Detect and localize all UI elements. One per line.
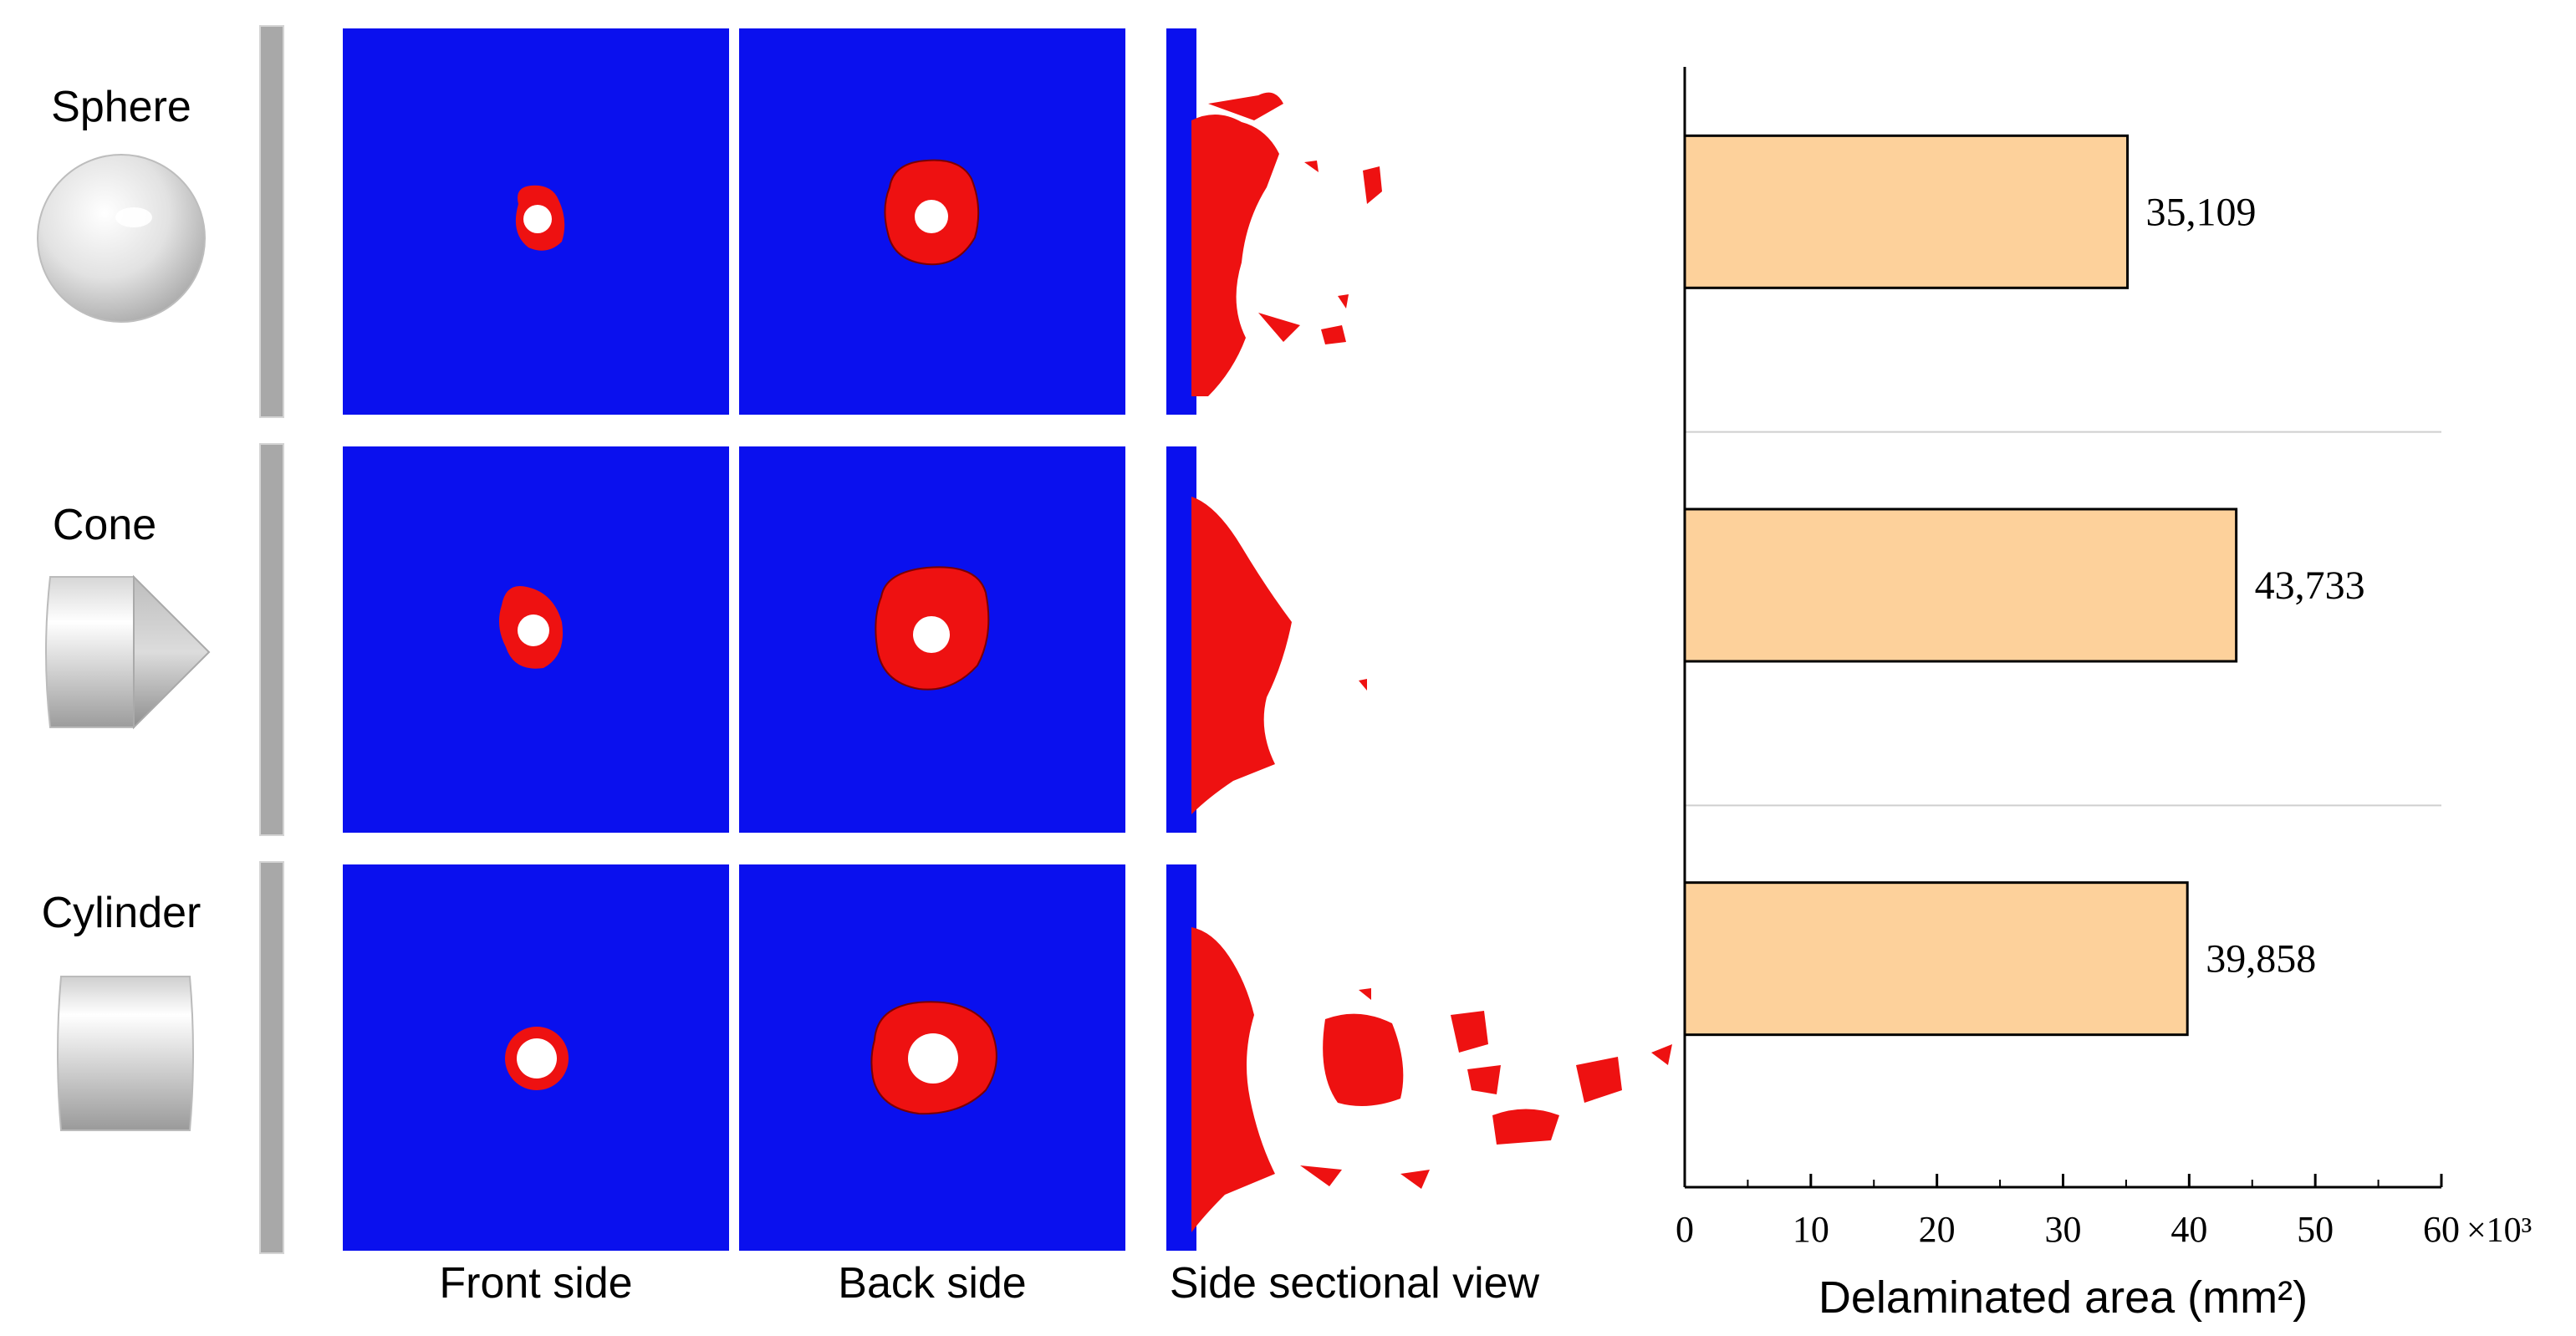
back-panel-cone bbox=[739, 446, 1125, 833]
bar-sphere bbox=[1683, 134, 2130, 289]
x-tick-label: 10 bbox=[1793, 1209, 1829, 1250]
plate-bar-cone bbox=[259, 443, 284, 836]
plate-bar-cylinder bbox=[259, 861, 284, 1254]
sphere-icon bbox=[37, 154, 206, 323]
row-label-sphere: Sphere bbox=[51, 83, 191, 131]
x-tick-label: 20 bbox=[1919, 1209, 1956, 1250]
x-tick-label: 30 bbox=[2045, 1209, 2082, 1250]
side-view-sphere bbox=[1166, 28, 1382, 415]
x-tick-label: 60 bbox=[2423, 1209, 2460, 1250]
bar-value-label: 35,109 bbox=[2146, 190, 2257, 234]
back-panel-cylinder bbox=[739, 864, 1125, 1251]
col-label-side: Side sectional view bbox=[1169, 1259, 1540, 1308]
bar-cone bbox=[1683, 507, 2238, 663]
back-panel-sphere bbox=[739, 28, 1125, 415]
front-panel-cone bbox=[343, 446, 729, 833]
x-axis-label: Delaminated area (mm²) bbox=[1819, 1272, 2308, 1323]
x-axis-multiplier: ×10³ bbox=[2466, 1211, 2532, 1250]
col-label-back: Back side bbox=[838, 1259, 1027, 1308]
front-panel-cylinder bbox=[343, 864, 729, 1251]
bar-chart: 0 10 20 30 40 50 60 ×10³ Delaminated area (mm²) 3… bbox=[1676, 67, 2532, 1323]
side-view-cone bbox=[1166, 446, 1367, 833]
col-label-front: Front side bbox=[439, 1259, 633, 1308]
bar-value-label: 43,733 bbox=[2255, 563, 2365, 608]
row-label-cylinder: Cylinder bbox=[41, 889, 201, 937]
cylinder-icon bbox=[57, 976, 194, 1131]
bar-cylinder bbox=[1683, 881, 2189, 1037]
x-tick-label: 50 bbox=[2297, 1209, 2334, 1250]
cone-icon bbox=[45, 574, 211, 730]
bar-value-label: 39,858 bbox=[2206, 937, 2316, 982]
row-label-cone: Cone bbox=[52, 501, 157, 549]
x-tick-label: 40 bbox=[2170, 1209, 2207, 1250]
x-tick-label: 0 bbox=[1676, 1209, 1694, 1250]
plate-bar-sphere bbox=[259, 25, 284, 418]
front-panel-sphere bbox=[343, 28, 729, 415]
side-view-cylinder bbox=[1166, 864, 1672, 1251]
